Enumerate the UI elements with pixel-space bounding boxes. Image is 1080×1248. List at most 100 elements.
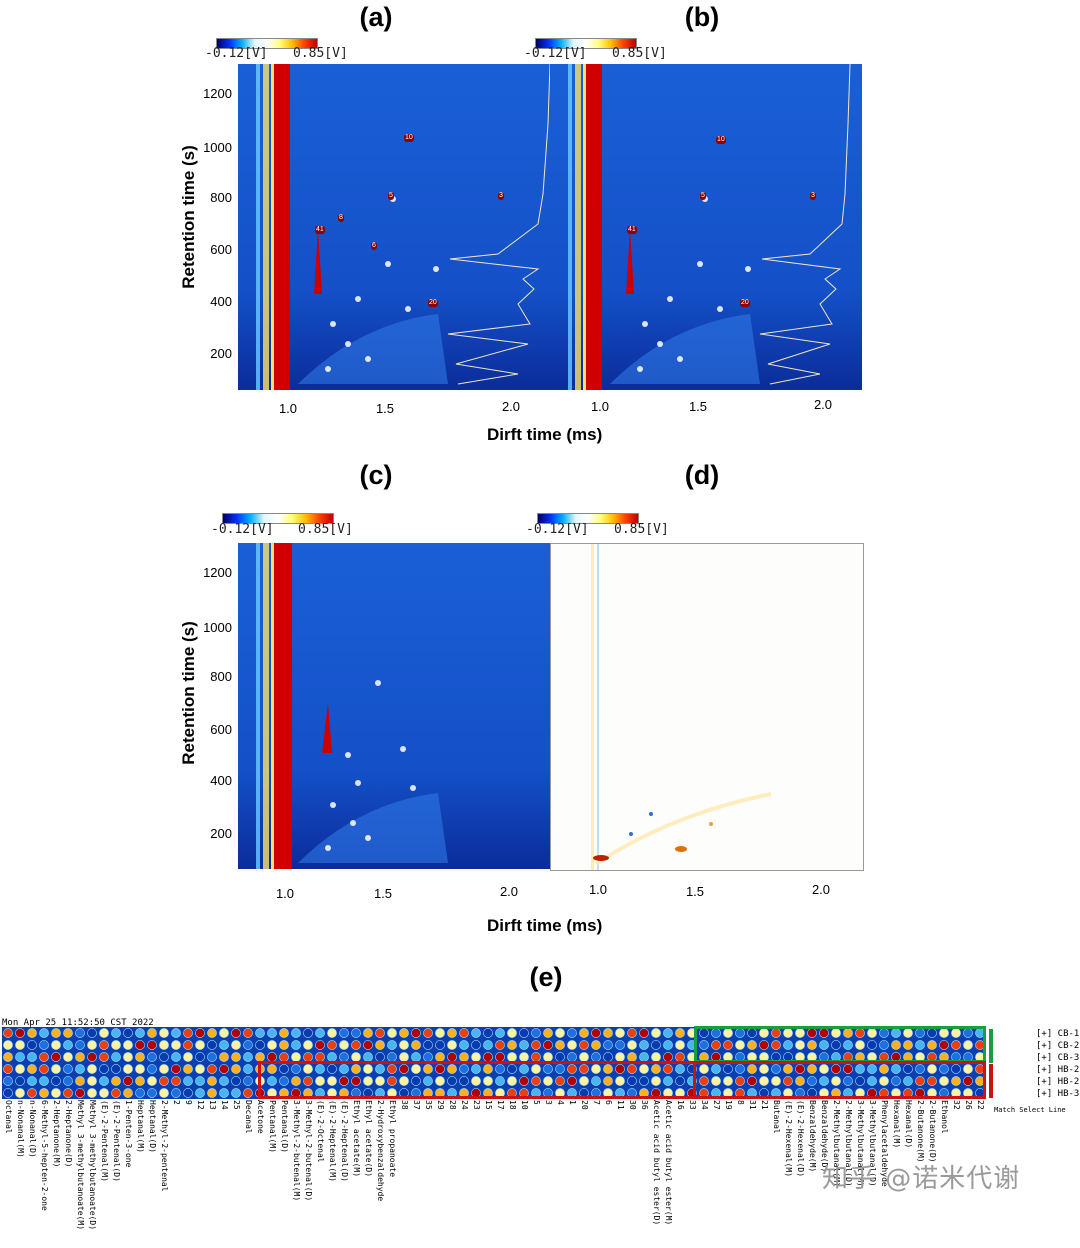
fingerprint-column-label: 11	[616, 1100, 625, 1110]
fingerprint-column-label: Heptanal(D)	[148, 1100, 157, 1153]
fingerprint-cell	[99, 1076, 109, 1086]
fingerprint-cell	[495, 1040, 505, 1050]
fingerprint-cell	[375, 1076, 385, 1086]
fingerprint-column-label: 32	[952, 1100, 961, 1110]
fingerprint-cell	[627, 1076, 637, 1086]
fingerprint-cell	[351, 1040, 361, 1050]
fingerprint-cell	[171, 1088, 181, 1098]
fingerprint-cell	[783, 1064, 793, 1074]
fingerprint-cell	[603, 1028, 613, 1038]
fingerprint-cell	[915, 1040, 925, 1050]
fingerprint-column-label: 6	[604, 1100, 613, 1105]
fingerprint-cell	[795, 1040, 805, 1050]
fingerprint-cell	[147, 1076, 157, 1086]
row-label-hb-3: [+] HB-3	[1036, 1089, 1080, 1099]
fingerprint-cell	[39, 1064, 49, 1074]
fingerprint-cell	[855, 1040, 865, 1050]
fingerprint-cell	[567, 1064, 577, 1074]
fingerprint-cell	[723, 1040, 733, 1050]
fingerprint-column-label: 17	[496, 1100, 505, 1110]
fingerprint-cell	[807, 1076, 817, 1086]
fingerprint-cell	[531, 1076, 541, 1086]
y-tick-200-bottom: 200	[210, 826, 232, 841]
fingerprint-cell	[183, 1088, 193, 1098]
fingerprint-cell	[699, 1064, 709, 1074]
fingerprint-cell	[327, 1076, 337, 1086]
plot-a: 10 5 3 8 41 6 20	[238, 64, 550, 390]
fingerprint-cell	[135, 1040, 145, 1050]
fingerprint-cell	[423, 1028, 433, 1038]
fingerprint-cell	[435, 1064, 445, 1074]
fingerprint-cell	[951, 1076, 961, 1086]
plot-d-features	[591, 544, 772, 870]
fingerprint-cell	[579, 1064, 589, 1074]
fingerprint-cell	[171, 1028, 181, 1038]
fingerprint-cell	[843, 1076, 853, 1086]
fingerprint-cell	[591, 1028, 601, 1038]
fingerprint-cell	[615, 1040, 625, 1050]
fingerprint-cell	[339, 1064, 349, 1074]
fingerprint-cell	[135, 1076, 145, 1086]
fingerprint-cell	[99, 1088, 109, 1098]
fingerprint-cell	[327, 1064, 337, 1074]
fingerprint-cell	[27, 1088, 37, 1098]
fingerprint-cell	[531, 1064, 541, 1074]
fingerprint-cell	[183, 1052, 193, 1062]
fingerprint-cell	[51, 1040, 61, 1050]
fingerprint-column-label: 2	[172, 1100, 181, 1105]
fingerprint-cell	[3, 1052, 13, 1062]
fingerprint-cell	[159, 1052, 169, 1062]
fingerprint-cell	[651, 1076, 661, 1086]
fingerprint-column-label: 2-Heptanone(M)	[52, 1100, 61, 1168]
fingerprint-column-label: 7	[592, 1100, 601, 1105]
fingerprint-column-label: 3	[544, 1100, 553, 1105]
x-tick-d-1.0: 1.0	[588, 882, 608, 897]
fingerprint-cell	[207, 1064, 217, 1074]
fingerprint-cell	[375, 1028, 385, 1038]
fingerprint-cell	[279, 1028, 289, 1038]
fingerprint-cell	[783, 1040, 793, 1050]
fingerprint-cell	[615, 1064, 625, 1074]
x-axis-title-top: Dirft time (ms)	[487, 425, 603, 444]
fingerprint-cell	[387, 1040, 397, 1050]
fingerprint-cell	[387, 1076, 397, 1086]
fingerprint-cell	[915, 1064, 925, 1074]
fingerprint-cell	[39, 1028, 49, 1038]
x-tick-d-2.0: 2.0	[811, 882, 831, 897]
fingerprint-match-text: Match Select Line	[994, 1106, 1066, 1114]
fingerprint-cell	[111, 1088, 121, 1098]
panel-a-label: (a)	[359, 2, 393, 32]
fingerprint-column-label: Methyl 3-methylbutanoate(D)	[88, 1100, 97, 1231]
fingerprint-cell	[819, 1040, 829, 1050]
fingerprint-cell	[279, 1040, 289, 1050]
fingerprint-cell	[663, 1028, 673, 1038]
fingerprint-cell	[243, 1028, 253, 1038]
colorbar-a-min: -0.12[V]	[205, 46, 268, 61]
fingerprint-cell	[747, 1040, 757, 1050]
fingerprint-cell	[963, 1064, 973, 1074]
fingerprint-cell	[183, 1076, 193, 1086]
fingerprint-cell	[63, 1052, 73, 1062]
fingerprint-cell	[639, 1028, 649, 1038]
colorbar-b	[535, 38, 637, 49]
y-tick-600-top: 600	[210, 242, 232, 257]
fingerprint-cell	[195, 1052, 205, 1062]
fingerprint-cell	[87, 1088, 97, 1098]
fingerprint-column-label: 27	[712, 1100, 721, 1110]
fingerprint-cell	[87, 1040, 97, 1050]
fingerprint-cell	[963, 1076, 973, 1086]
fingerprint-cell	[147, 1028, 157, 1038]
fingerprint-cell	[27, 1064, 37, 1074]
fingerprint-cell	[855, 1064, 865, 1074]
fingerprint-cell	[699, 1076, 709, 1086]
fingerprint-cell	[495, 1028, 505, 1038]
fingerprint-cell	[663, 1040, 673, 1050]
fingerprint-cell	[267, 1064, 277, 1074]
fingerprint-cell	[627, 1064, 637, 1074]
fingerprint-cell	[651, 1064, 661, 1074]
fingerprint-cell	[495, 1076, 505, 1086]
y-tick-400-bottom: 400	[210, 773, 232, 788]
fingerprint-cell	[87, 1076, 97, 1086]
fingerprint-cell	[483, 1064, 493, 1074]
fingerprint-column-label: 2-Butanone(M)	[916, 1100, 925, 1163]
